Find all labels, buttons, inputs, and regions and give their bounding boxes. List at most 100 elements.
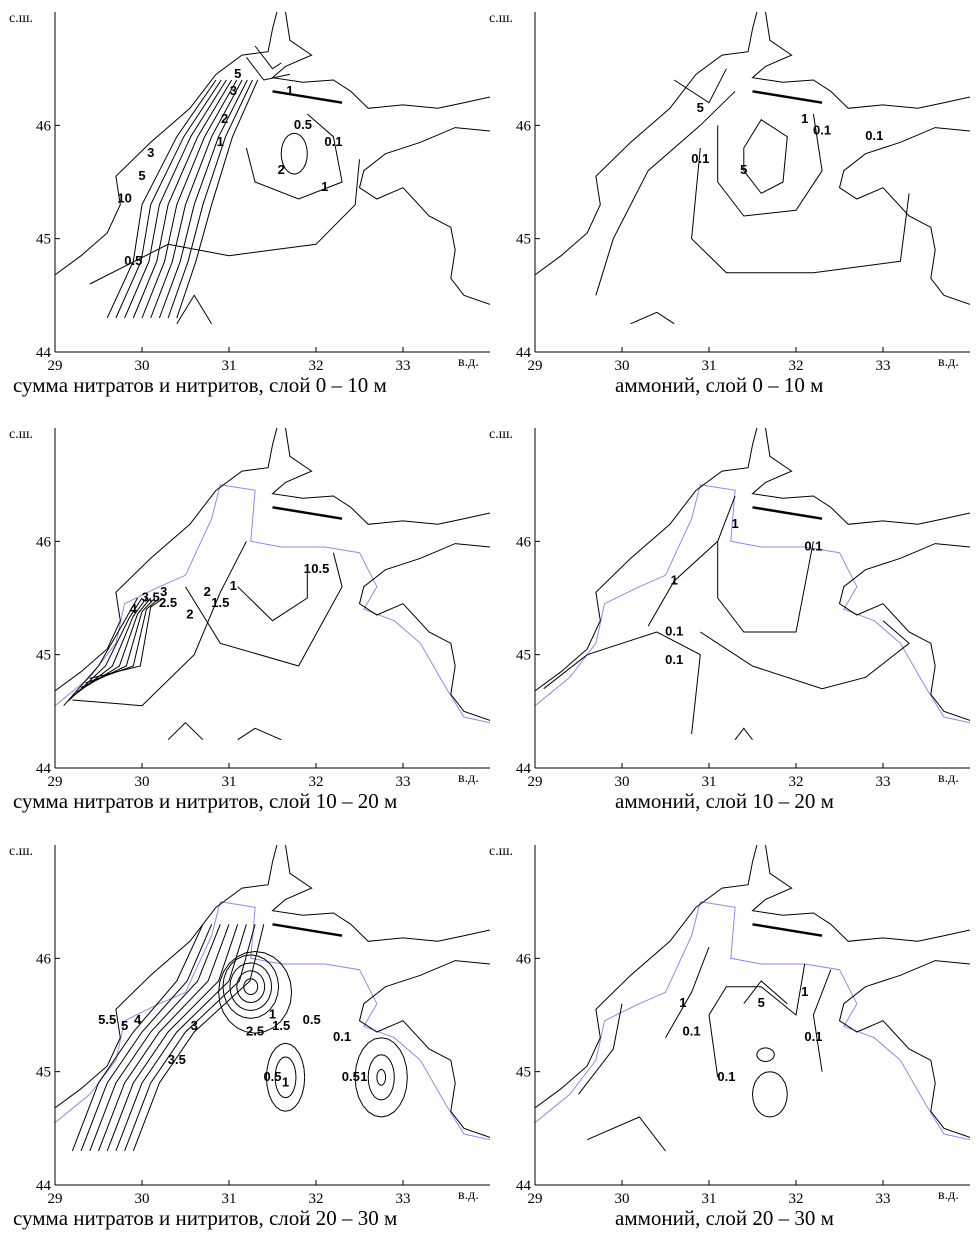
contour-label: 0.5: [124, 253, 142, 268]
x-tick-label: 33: [396, 1191, 411, 1207]
y-tick-label: 45: [36, 232, 51, 248]
y-tick-label: 46: [516, 534, 532, 550]
contour-label: 5: [121, 1018, 128, 1033]
lat-label: с.ш.: [489, 844, 513, 859]
contour-label: 1: [286, 83, 293, 98]
contour-line: [692, 148, 910, 273]
map-content: [55, 12, 490, 324]
contour-label: 1: [321, 179, 328, 194]
caption: аммоний, слой 0 – 10 м: [615, 373, 823, 397]
contour-label: 0.1: [665, 652, 683, 667]
coastline: [753, 845, 971, 941]
page: 532110.50.12135100.52930313233444546с.ш.…: [0, 0, 978, 1256]
map-panel: 211.522.53.53410.52930313233444546с.ш.в.…: [9, 427, 490, 813]
contour-line: [648, 496, 735, 626]
contour-label: 0.1: [683, 1023, 701, 1038]
isobath: [535, 902, 970, 1140]
contour-label: 2: [204, 584, 211, 599]
contour-label: 0.5: [294, 117, 312, 132]
contour-line: [133, 924, 263, 1151]
contour-label: 1: [679, 995, 686, 1010]
map-content: [55, 845, 490, 1151]
coastline: [273, 12, 491, 108]
contour-label: 1: [304, 561, 311, 576]
coastline: [55, 428, 277, 691]
contour-label: 0.5: [263, 1069, 281, 1084]
y-tick-label: 46: [36, 118, 52, 134]
x-tick-label: 30: [615, 358, 630, 374]
contour-label: 0.1: [665, 623, 683, 638]
lon-label: в.д.: [458, 771, 479, 786]
contour-label: 5: [138, 168, 145, 183]
coastline: [273, 428, 491, 524]
isobath: [55, 485, 490, 723]
x-tick-label: 32: [789, 1191, 804, 1207]
x-tick-label: 30: [135, 774, 150, 790]
y-tick-label: 46: [516, 951, 532, 967]
caption: аммоний, слой 20 – 30 м: [615, 1206, 834, 1230]
contour-line: [587, 1117, 665, 1151]
contour-line: [718, 541, 814, 632]
contour-line: [368, 1055, 394, 1100]
coastline: [273, 845, 491, 941]
contour-label: 1: [360, 1069, 367, 1084]
spit: [273, 91, 343, 102]
contour-label: 1: [217, 134, 224, 149]
contour-line: [125, 80, 227, 318]
figure: 532110.50.12135100.52930313233444546с.ш.…: [0, 0, 978, 1256]
contour-line: [753, 1072, 788, 1117]
contour-line: [230, 963, 272, 1011]
spit: [753, 924, 823, 935]
lat-label: с.ш.: [9, 844, 33, 859]
x-tick-label: 31: [222, 358, 237, 374]
lon-label: в.д.: [458, 355, 479, 370]
contour-label: 3: [191, 1018, 198, 1033]
contour-line: [72, 541, 246, 705]
contour-line: [744, 120, 788, 194]
contour-label: 1: [801, 984, 808, 999]
contour-label: 10: [117, 190, 131, 205]
contour-label: 0.5: [342, 1069, 360, 1084]
spit: [753, 507, 823, 518]
y-tick-label: 44: [36, 1178, 52, 1194]
contour-line: [596, 91, 735, 295]
contour-line: [238, 728, 282, 739]
x-tick-label: 33: [876, 774, 891, 790]
coastline: [840, 961, 971, 1138]
contour-label: 0.1: [865, 128, 883, 143]
map-panel: 510.10.10.152930313233444546с.ш.в.д.аммо…: [489, 11, 970, 397]
contour-label: 3.5: [168, 1052, 186, 1067]
contour-label: 5: [234, 66, 241, 81]
isobath: [535, 485, 970, 723]
coastline: [753, 12, 971, 108]
x-tick-label: 33: [396, 358, 411, 374]
x-tick-label: 30: [615, 1191, 630, 1207]
caption: сумма нитратов и нитритов, слой 10 – 20 …: [13, 789, 397, 813]
coastline: [840, 128, 971, 305]
y-tick-label: 45: [36, 648, 51, 664]
contour-line: [631, 312, 675, 323]
contour-label: 2: [221, 111, 228, 126]
contour-line: [177, 295, 212, 323]
map-content: [535, 845, 970, 1151]
contour-line: [735, 728, 752, 739]
caption: аммоний, слой 10 – 20 м: [615, 789, 834, 813]
contour-line: [544, 632, 701, 734]
contour-label: 1: [671, 572, 678, 587]
contour-label: 2: [186, 606, 193, 621]
coastline: [753, 428, 971, 524]
contour-label: 0.1: [324, 134, 342, 149]
y-tick-label: 44: [36, 345, 52, 361]
contour-label: 3: [230, 83, 237, 98]
map-content: [55, 428, 490, 740]
contour-label: 1: [731, 516, 738, 531]
coastline: [55, 845, 277, 1108]
contour-line: [813, 970, 830, 1072]
y-tick-label: 45: [516, 1065, 531, 1081]
contour-line: [244, 979, 258, 995]
contour-label: 4: [130, 601, 138, 616]
coastline: [360, 961, 491, 1138]
